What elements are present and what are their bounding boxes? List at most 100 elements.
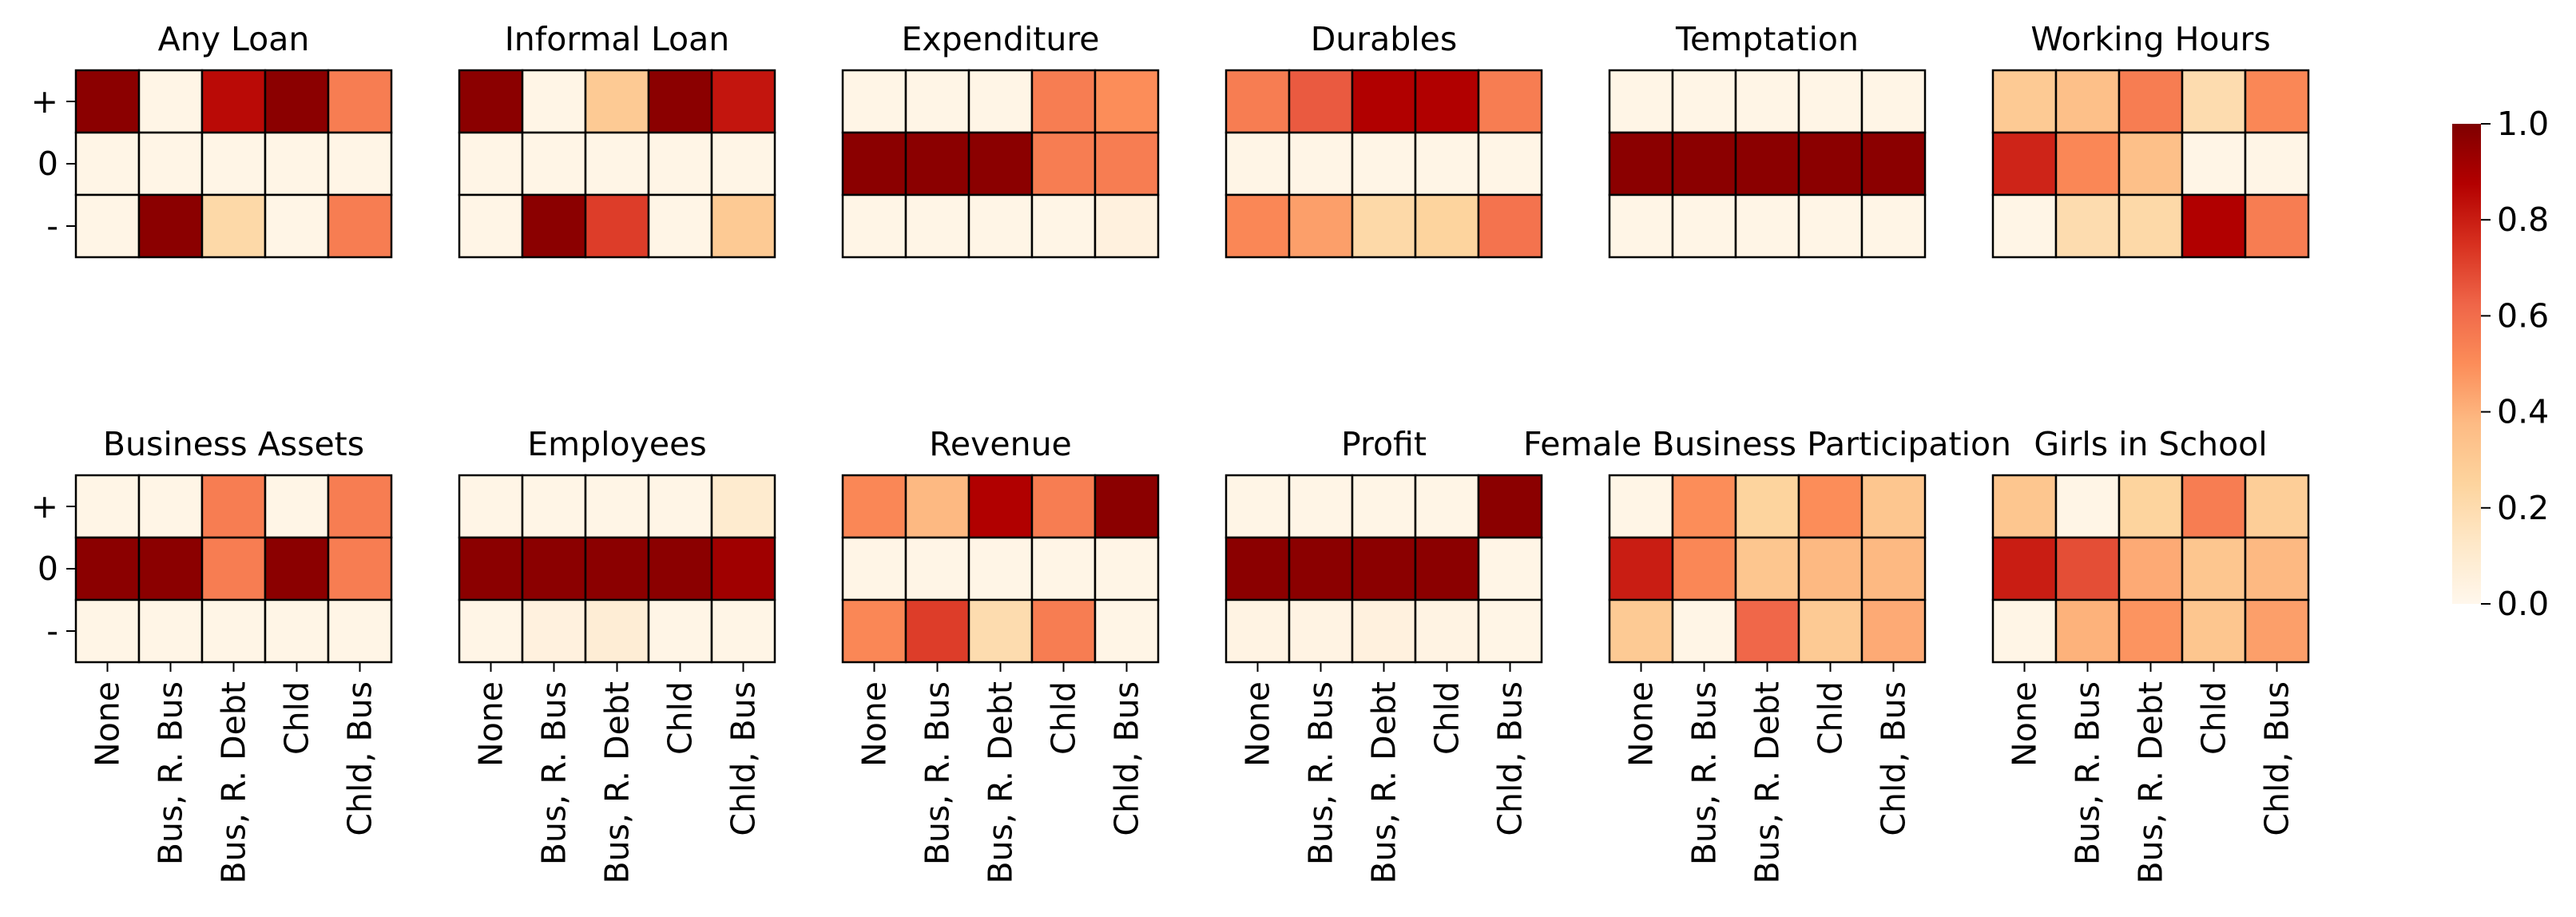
- heatmap-cell: [1797, 536, 1864, 601]
- heatmap-cell: [1860, 536, 1927, 601]
- heatmap-cell: [2244, 536, 2310, 601]
- heatmap-cell: [1288, 536, 1354, 601]
- heatmap-cell: [841, 598, 907, 664]
- heatmap-cell: [1414, 598, 1480, 664]
- col-tick-label: None: [2006, 681, 2044, 767]
- heatmap-cell: [967, 131, 1034, 196]
- colorbar-tick-label: 0.8: [2497, 200, 2549, 239]
- heatmap-cell: [137, 131, 204, 196]
- heatmap-cell: [2054, 193, 2121, 259]
- col-tick-label: None: [1622, 681, 1661, 767]
- heatmap-cell: [1797, 131, 1864, 196]
- heatmap-cell: [2244, 193, 2310, 259]
- heatmap-cell: [74, 474, 141, 539]
- heatmap-cell: [521, 474, 587, 539]
- heatmap-cell: [264, 474, 330, 539]
- heatmap-cell: [1991, 474, 2058, 539]
- heatmap-cell: [1030, 131, 1097, 196]
- heatmap-cell: [584, 536, 650, 601]
- heatmap-cell: [327, 598, 393, 664]
- col-tick-label: Chld: [1045, 681, 1083, 755]
- col-tick-label: Chld, Bus: [341, 681, 379, 836]
- heatmap-cell: [1351, 536, 1417, 601]
- heatmap-cell: [1671, 193, 1737, 259]
- heatmap-cell: [1860, 474, 1927, 539]
- heatmap-cell: [1094, 131, 1160, 196]
- heatmap-cell: [1030, 69, 1097, 134]
- heatmap-cell: [264, 598, 330, 664]
- heatmap-cell: [2244, 474, 2310, 539]
- heatmap-cell: [1671, 598, 1737, 664]
- heatmap-cell: [74, 69, 141, 134]
- heatmap-cell: [521, 131, 587, 196]
- heatmap-cell: [1224, 474, 1291, 539]
- heatmap-cell: [74, 131, 141, 196]
- heatmap-cell: [1608, 474, 1674, 539]
- panel-title: Working Hours: [2030, 20, 2270, 58]
- heatmap-cell: [647, 69, 713, 134]
- heatmap-cell: [327, 131, 393, 196]
- row-tick-label: -: [46, 207, 58, 245]
- heatmap-cell: [967, 598, 1034, 664]
- heatmap-cell: [264, 131, 330, 196]
- heatmap-cell: [1671, 69, 1737, 134]
- heatmap-cell: [1608, 598, 1674, 664]
- heatmap-cell: [200, 474, 267, 539]
- heatmap-cell: [1030, 474, 1097, 539]
- panel-title: Profit: [1341, 425, 1427, 463]
- heatmap-cell: [264, 536, 330, 601]
- heatmap-cell: [137, 193, 204, 259]
- panel-title: Informal Loan: [505, 20, 730, 58]
- heatmap-cell: [647, 131, 713, 196]
- heatmap-cell: [1288, 598, 1354, 664]
- heatmap-cell: [1797, 474, 1864, 539]
- heatmap-cell: [137, 598, 204, 664]
- heatmap-cell: [1477, 193, 1543, 259]
- panel-title: Expenditure: [901, 20, 1099, 58]
- col-tick-label: Chld: [278, 681, 316, 755]
- panel-working-hours: Working Hours: [1991, 20, 2310, 259]
- panel-title: Temptation: [1675, 20, 1859, 58]
- heatmap-cell: [2118, 536, 2184, 601]
- heatmap-cell: [1991, 598, 2058, 664]
- panel-title: Revenue: [929, 425, 1072, 463]
- heatmap-cell: [1414, 69, 1480, 134]
- row-tick-label: 0: [38, 145, 58, 183]
- heatmap-cell: [200, 598, 267, 664]
- heatmap-cell: [74, 536, 141, 601]
- heatmap-cell: [1030, 598, 1097, 664]
- heatmap-cell: [967, 536, 1034, 601]
- heatmap-cell: [1477, 131, 1543, 196]
- heatmap-cell: [1734, 69, 1800, 134]
- heatmap-cell: [2054, 69, 2121, 134]
- heatmap-cell: [904, 536, 970, 601]
- heatmap-cell: [200, 69, 267, 134]
- heatmap-cell: [1094, 69, 1160, 134]
- heatmap-cell: [1734, 536, 1800, 601]
- panel-title: Female Business Participation: [1523, 425, 2011, 463]
- panel-title: Employees: [527, 425, 706, 463]
- heatmap-cell: [841, 131, 907, 196]
- heatmap-cell: [710, 536, 776, 601]
- heatmap-cell: [521, 193, 587, 259]
- colorbar-tick-label: 0.6: [2497, 296, 2549, 335]
- heatmap-cell: [137, 69, 204, 134]
- heatmap-cell: [1477, 598, 1543, 664]
- heatmap-cell: [1224, 536, 1291, 601]
- heatmap-cell: [2181, 474, 2247, 539]
- heatmap-cell: [458, 598, 524, 664]
- heatmap-cell: [458, 474, 524, 539]
- heatmap-cell: [2054, 536, 2121, 601]
- heatmap-cell: [584, 69, 650, 134]
- heatmap-cell: [841, 536, 907, 601]
- heatmap-cell: [1351, 131, 1417, 196]
- panel-title: Durables: [1311, 20, 1458, 58]
- heatmap-cell: [904, 598, 970, 664]
- heatmap-cell: [1414, 131, 1480, 196]
- heatmap-cell: [2118, 474, 2184, 539]
- panel-expenditure: Expenditure: [841, 20, 1160, 259]
- col-tick-label: Chld, Bus: [2258, 681, 2296, 836]
- heatmap-cell: [710, 69, 776, 134]
- heatmap-cell: [1797, 69, 1864, 134]
